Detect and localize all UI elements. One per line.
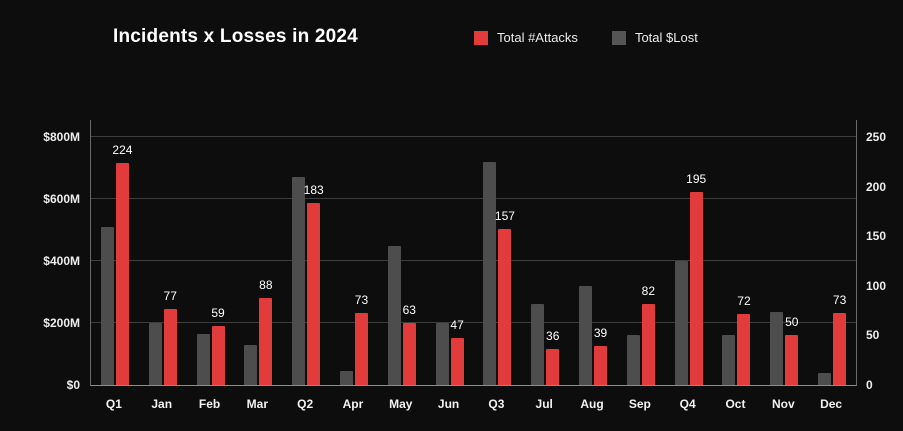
- y-axis-right-tick-label: 50: [866, 328, 880, 343]
- y-axis-left-tick-label: $0: [66, 378, 80, 392]
- y-axis-right-tick-label: 250: [866, 130, 887, 144]
- bar-total-lost[interactable]: [196, 333, 210, 385]
- x-axis-category-label: Apr: [342, 397, 364, 411]
- x-axis-category-label: Q1: [105, 397, 122, 411]
- bar-total-lost[interactable]: [579, 285, 593, 385]
- bar-total-attacks[interactable]: [115, 162, 129, 385]
- legend-item-total-lost[interactable]: Total $Lost: [611, 30, 698, 45]
- bar-value-label: 73: [354, 292, 369, 307]
- bar-total-attacks[interactable]: [641, 303, 655, 385]
- y-axis-left-tick-label: $400M: [43, 254, 80, 268]
- y-axis-left-tick-label: $800M: [43, 130, 80, 144]
- bar-total-lost[interactable]: [531, 304, 545, 385]
- bar-value-label: 50: [785, 315, 799, 330]
- legend-swatch-attacks-icon: [474, 30, 488, 45]
- bar-total-lost[interactable]: [818, 372, 832, 385]
- bar-value-label: 224: [112, 142, 133, 157]
- y-axis-left-tick-label: $600M: [43, 192, 80, 206]
- bar-total-attacks[interactable]: [737, 313, 751, 385]
- bar-value-label: 82: [641, 283, 656, 298]
- x-axis-category-label: May: [389, 397, 413, 411]
- bar-value-label: 39: [593, 326, 608, 341]
- bar-total-lost[interactable]: [483, 161, 497, 385]
- plot-area: 224 77 59 88 183 73 63 47 157 36 39 82 195 72 50 73: [90, 120, 857, 386]
- bar-value-label: 36: [546, 329, 560, 344]
- bar-value-label: 195: [686, 171, 707, 186]
- bar-total-lost[interactable]: [435, 323, 449, 385]
- bar-total-attacks[interactable]: [594, 346, 608, 385]
- gridline: [91, 198, 856, 199]
- legend-label-total-attacks: Total #Attacks: [497, 30, 578, 45]
- bar-total-attacks[interactable]: [354, 312, 368, 385]
- y-axis-right-tick-label: 200: [866, 179, 887, 194]
- bar-value-label: 47: [450, 318, 464, 333]
- chart-title: Incidents x Losses in 2024: [113, 26, 358, 47]
- gridline: [91, 136, 856, 137]
- x-axis-category-label: Jul: [535, 397, 553, 411]
- bar-total-attacks[interactable]: [546, 349, 560, 385]
- bar-total-lost[interactable]: [339, 371, 353, 385]
- bar-total-attacks[interactable]: [307, 203, 321, 385]
- bar-total-lost[interactable]: [674, 261, 688, 385]
- x-axis-category-label: Q3: [488, 397, 505, 411]
- x-axis-category-label: Jun: [437, 397, 460, 411]
- x-axis-category-label: Jan: [151, 397, 173, 411]
- x-axis-category-label: Q2: [297, 397, 314, 411]
- bar-total-lost[interactable]: [148, 323, 162, 385]
- bar-total-attacks[interactable]: [259, 297, 273, 385]
- bar-total-lost[interactable]: [387, 245, 401, 385]
- bar-value-label: 88: [259, 277, 273, 292]
- x-axis-category-label: Dec: [820, 397, 843, 411]
- x-axis-category-label: Nov: [771, 397, 795, 411]
- gridline: [91, 322, 856, 323]
- bar-value-label: 59: [211, 306, 225, 321]
- bar-value-label: 77: [163, 288, 177, 303]
- x-axis-category-label: Sep: [628, 397, 651, 411]
- bar-value-label: 63: [402, 302, 416, 317]
- gridline: [91, 260, 856, 261]
- bar-total-attacks[interactable]: [450, 338, 464, 385]
- bar-total-attacks[interactable]: [689, 191, 703, 385]
- legend-item-total-attacks[interactable]: Total #Attacks: [474, 30, 578, 45]
- bar-total-attacks[interactable]: [833, 312, 847, 385]
- x-axis-category-label: Oct: [725, 397, 746, 411]
- bar-total-lost[interactable]: [770, 312, 784, 385]
- legend: Total #Attacks Total $Lost: [474, 30, 698, 45]
- bar-total-attacks[interactable]: [211, 326, 225, 385]
- x-axis-category-label: Mar: [246, 397, 269, 411]
- bar-total-lost[interactable]: [244, 344, 258, 385]
- bar-total-attacks[interactable]: [498, 229, 512, 385]
- bar-total-attacks[interactable]: [785, 335, 799, 385]
- y-axis-right-tick-label: 100: [866, 278, 887, 293]
- bar-value-label: 73: [832, 292, 847, 307]
- bar-value-label: 72: [737, 293, 751, 308]
- legend-swatch-lost-icon: [611, 30, 626, 45]
- bar-total-attacks[interactable]: [163, 308, 177, 385]
- x-axis-category-label: Feb: [198, 397, 221, 411]
- bar-total-lost[interactable]: [722, 335, 736, 385]
- bar-total-lost[interactable]: [292, 177, 306, 385]
- bar-total-lost[interactable]: [626, 335, 640, 385]
- bar-total-attacks[interactable]: [402, 322, 416, 385]
- y-axis-right-tick-label: 150: [866, 229, 887, 244]
- legend-label-total-lost: Total $Lost: [634, 30, 698, 45]
- y-axis-right-tick-label: 0: [866, 378, 873, 392]
- x-axis-category-label: Q4: [679, 397, 696, 411]
- y-axis-left-tick-label: $200M: [43, 316, 80, 330]
- x-axis-category-label: Aug: [580, 397, 604, 411]
- bar-total-lost[interactable]: [100, 226, 114, 385]
- bar-value-label: 183: [303, 183, 324, 198]
- bar-value-label: 157: [494, 209, 515, 224]
